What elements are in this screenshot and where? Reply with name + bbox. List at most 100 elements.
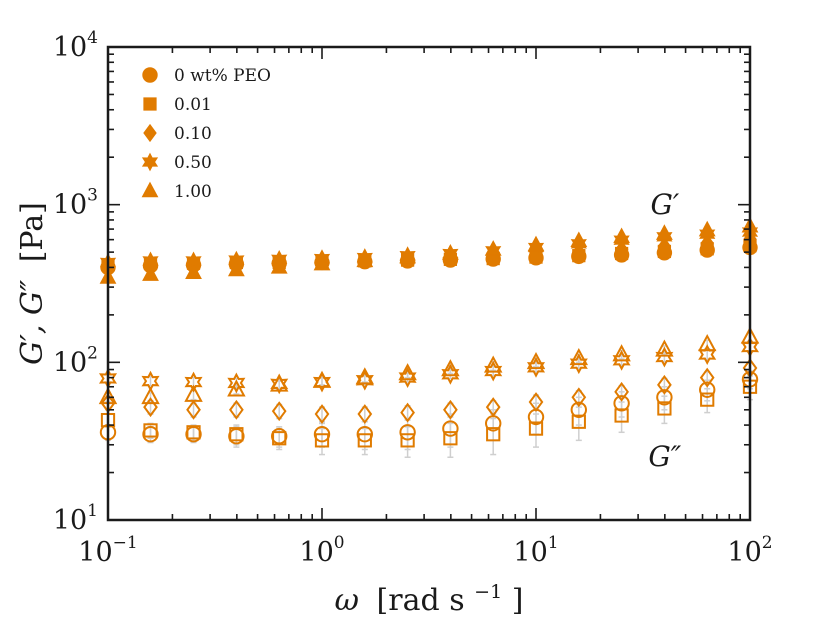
storage-point-triangle [442, 244, 459, 260]
y-tick-label: 102 [53, 343, 98, 378]
loss-point-circle [570, 401, 588, 418]
loss-point-square [443, 431, 458, 446]
error-bars [105, 332, 753, 459]
loss-point-hexagram [184, 371, 203, 393]
loss-point-diamond [657, 374, 672, 395]
loss-point-diamond [314, 404, 330, 424]
loss-point-circle [399, 424, 416, 441]
loss-point-triangle [184, 384, 203, 402]
loss-point-triangle [141, 386, 160, 405]
storage-point-triangle [484, 240, 502, 256]
x-axis-unit-close: ] [512, 583, 524, 618]
y-axis-unit: [Pa] [15, 202, 50, 262]
loss-point-square [314, 433, 330, 448]
loss-point-hexagram [270, 373, 289, 395]
plot-frame [106, 45, 752, 522]
loss-point-hexagram [569, 353, 588, 375]
x-tick-label: 100 [299, 533, 344, 568]
loss-point-diamond [699, 367, 715, 388]
loss-point-square [400, 433, 415, 448]
loss-point-square [614, 408, 629, 423]
loss-point-diamond [229, 399, 244, 420]
loss-point-square [272, 431, 287, 446]
x-axis-label: ω [rad s −1 ] [335, 571, 524, 618]
loss-point-hexagram [355, 369, 374, 391]
x-tick-label: 10−1 [78, 533, 137, 568]
loss-point-square [528, 421, 544, 436]
x-axis-unit-exp: −1 [474, 581, 502, 603]
loss-point-triangle [697, 333, 717, 352]
loss-point-square [486, 427, 501, 442]
data-marks [98, 216, 760, 448]
legend-marker-diamond [143, 123, 157, 143]
y-tick-label: 104 [53, 28, 98, 63]
loss-point-triangle [483, 355, 503, 373]
loss-point-hexagram [398, 367, 417, 389]
storage-point-triangle [399, 247, 417, 264]
storage-point-triangle [613, 227, 631, 244]
y-tick-label: 103 [53, 186, 98, 221]
x-tick-label: 101 [513, 533, 558, 568]
loss-point-square [229, 427, 244, 442]
legend-marker-triangle [141, 181, 159, 198]
legend-label: 0 wt% PEO [174, 66, 271, 86]
loss-point-circle [313, 426, 331, 443]
x-axis-unit: [rad s [377, 583, 465, 618]
y-tick-label: 101 [53, 501, 98, 536]
annotation-loss-modulus: G″ [648, 440, 681, 473]
annotations: G′ G″ [648, 188, 681, 473]
legend-label: 0.10 [174, 124, 212, 144]
axis-ticks [107, 46, 751, 521]
x-tick-label: 102 [727, 533, 772, 568]
loss-point-diamond [485, 397, 501, 418]
loss-point-hexagram [227, 372, 246, 394]
storage-point-triangle [185, 263, 202, 280]
loss-point-diamond [443, 399, 458, 420]
storage-point-triangle [313, 254, 331, 271]
loss-point-triangle [312, 370, 332, 388]
loss-point-circle [656, 389, 673, 406]
tick-labels: 10−1 100 101 102 101 102 103 104 [53, 28, 773, 568]
loss-point-triangle [441, 359, 460, 377]
loss-point-square [571, 414, 586, 429]
loss-point-diamond [357, 404, 373, 424]
loss-point-diamond [614, 381, 629, 402]
annotation-storage-modulus: G′ [650, 188, 679, 221]
storage-point-triangle [142, 265, 159, 281]
loss-point-triangle [569, 347, 589, 366]
storage-point-triangle [356, 251, 374, 268]
loss-point-hexagram [526, 356, 546, 378]
loss-point-circle [356, 426, 374, 443]
loss-point-diamond [571, 387, 587, 408]
loss-point-triangle [355, 367, 375, 385]
loss-point-hexagram [441, 363, 460, 385]
legend: 0 wt% PEO 0.01 0.10 0.50 1.00 [141, 66, 271, 202]
loss-point-diamond [143, 397, 158, 418]
loss-point-circle [699, 381, 716, 398]
loss-point-circle [613, 395, 630, 412]
loss-point-triangle [398, 363, 417, 381]
loss-point-square [186, 425, 201, 440]
storage-point-diamond [657, 237, 672, 256]
legend-marker-hexagram [141, 152, 159, 172]
loss-point-diamond [528, 392, 544, 412]
storage-point-triangle [527, 235, 545, 252]
loss-point-square [143, 423, 158, 438]
loss-point-triangle [269, 374, 289, 392]
loss-point-square [700, 392, 715, 407]
legend-label: 1.00 [174, 182, 212, 202]
loss-point-hexagram [312, 371, 332, 393]
loss-point-triangle [655, 339, 674, 357]
y-axis-symbol: G′, G″ [15, 279, 50, 365]
loss-point-hexagram [484, 360, 503, 382]
loss-point-diamond [186, 399, 201, 420]
legend-marker-square [143, 97, 157, 111]
storage-point-triangle [570, 231, 588, 248]
storage-point-triangle [698, 220, 716, 237]
loss-point-circle [142, 426, 159, 443]
loss-point-square [357, 433, 372, 448]
loss-point-diamond [271, 401, 287, 422]
loss-point-triangle [227, 379, 246, 397]
x-axis-symbol: ω [335, 583, 359, 618]
